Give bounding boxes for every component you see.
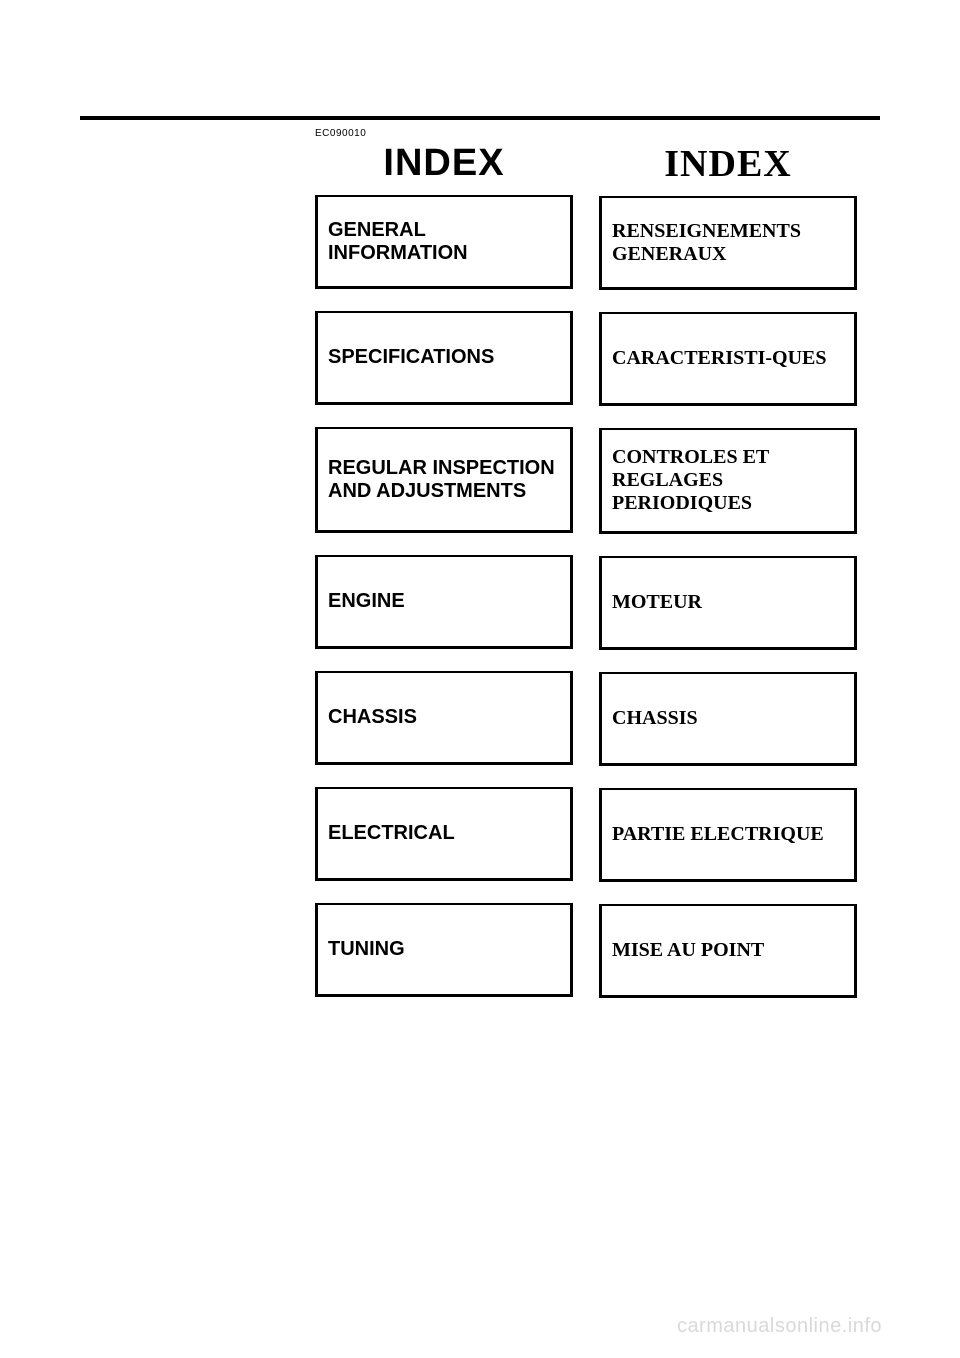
index-item-chassis-fr: CHASSIS: [599, 672, 857, 766]
top-rule: [80, 116, 880, 120]
index-item-general-information: GENERAL INFORMATION: [315, 195, 573, 289]
index-column-french: INDEX RENSEIGNEMENTS GENERAUX CARACTERIS…: [599, 139, 857, 998]
index-item-electrical: ELECTRICAL: [315, 787, 573, 881]
index-item-chassis: CHASSIS: [315, 671, 573, 765]
watermark: carmanualsonline.info: [677, 1315, 882, 1338]
document-number: EC090010: [315, 128, 880, 139]
index-item-tuning: TUNING: [315, 903, 573, 997]
index-item-mise-au-point: MISE AU POINT: [599, 904, 857, 998]
page: EC090010 INDEX GENERAL INFORMATION SPECI…: [0, 0, 960, 1358]
index-item-renseignements-generaux: RENSEIGNEMENTS GENERAUX: [599, 196, 857, 290]
index-item-engine: ENGINE: [315, 555, 573, 649]
index-item-specifications: SPECIFICATIONS: [315, 311, 573, 405]
index-column-english: INDEX GENERAL INFORMATION SPECIFICATIONS…: [315, 139, 573, 998]
content-area: EC090010 INDEX GENERAL INFORMATION SPECI…: [315, 128, 880, 998]
index-title-french: INDEX: [599, 142, 857, 186]
index-columns: INDEX GENERAL INFORMATION SPECIFICATIONS…: [315, 139, 880, 998]
index-item-moteur: MOTEUR: [599, 556, 857, 650]
index-item-caracteristiques: CARACTERISTI-QUES: [599, 312, 857, 406]
index-item-partie-electrique: PARTIE ELECTRIQUE: [599, 788, 857, 882]
index-title-english: INDEX: [315, 142, 573, 185]
index-item-regular-inspection: REGULAR INSPECTION AND ADJUSTMENTS: [315, 427, 573, 533]
index-item-controles-reglages: CONTROLES ET REGLAGES PERIODIQUES: [599, 428, 857, 534]
